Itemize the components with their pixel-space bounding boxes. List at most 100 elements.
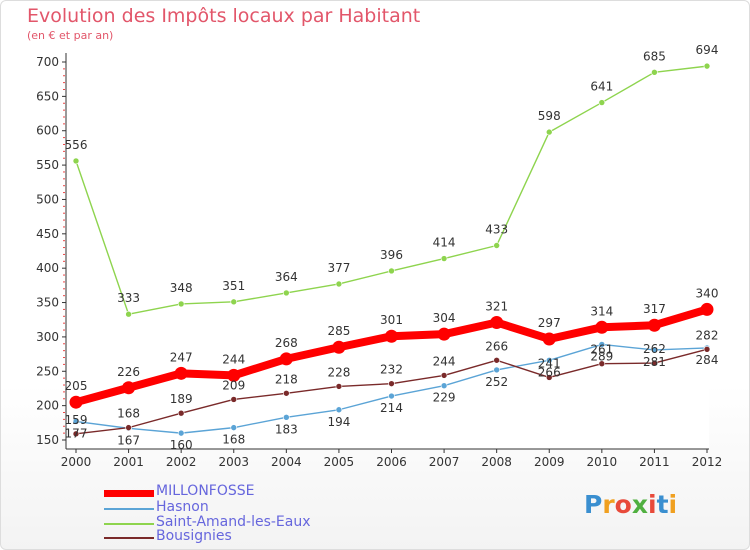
data-point — [545, 128, 553, 136]
data-label: 333 — [117, 291, 140, 305]
legend-swatch — [104, 508, 154, 510]
data-point — [72, 430, 80, 438]
data-label: 209 — [222, 378, 245, 392]
data-label: 285 — [327, 324, 350, 338]
data-label: 189 — [170, 392, 193, 406]
data-point — [230, 396, 238, 403]
data-label: 289 — [590, 349, 613, 363]
data-point — [283, 414, 290, 421]
data-label: 317 — [643, 302, 666, 316]
data-label: 168 — [222, 433, 245, 447]
data-label: 244 — [222, 352, 245, 366]
data-point — [703, 345, 711, 353]
data-label: 247 — [170, 350, 193, 364]
y-tick-label: 200 — [36, 399, 59, 413]
data-label: 252 — [485, 375, 508, 389]
data-point — [72, 157, 80, 165]
legend-label: Hasnon — [156, 499, 209, 515]
data-point — [651, 359, 658, 367]
chart-title: Evolution des Impôts locaux par Habitant — [27, 5, 421, 27]
data-label: 284 — [696, 353, 719, 367]
data-point — [700, 302, 714, 316]
data-point — [598, 360, 606, 368]
logo-letter: t — [656, 490, 669, 519]
data-label: 167 — [117, 433, 140, 447]
data-point — [335, 383, 343, 390]
data-label: 314 — [590, 304, 613, 318]
data-label: 351 — [222, 279, 245, 293]
data-point — [388, 267, 395, 275]
y-tick-label: 250 — [36, 364, 59, 378]
data-label: 160 — [170, 438, 193, 452]
y-tick-label: 450 — [36, 227, 59, 241]
plot-area — [66, 53, 709, 449]
data-point — [493, 356, 500, 364]
x-tick-label: 2012 — [692, 455, 723, 469]
data-label: 301 — [380, 313, 403, 327]
data-label: 598 — [538, 109, 561, 123]
x-tick-label: 2006 — [376, 455, 407, 469]
data-label: 266 — [485, 339, 508, 353]
y-tick-label: 150 — [36, 433, 59, 447]
data-point — [651, 69, 658, 76]
data-point — [125, 424, 132, 431]
data-label: 218 — [275, 372, 298, 386]
y-tick-label: 600 — [36, 124, 59, 138]
data-point — [177, 409, 185, 417]
data-point — [385, 329, 398, 343]
data-point — [69, 395, 83, 409]
data-point — [177, 429, 185, 437]
x-tick-label: 2010 — [587, 455, 618, 469]
data-label: 304 — [433, 311, 456, 325]
data-point — [177, 300, 185, 308]
y-tick-label: 500 — [36, 192, 59, 206]
data-point — [388, 380, 395, 387]
data-label: 226 — [117, 365, 140, 379]
x-tick-label: 2009 — [534, 455, 565, 469]
data-point — [490, 315, 504, 329]
data-point — [230, 298, 238, 306]
x-tick-label: 2005 — [324, 455, 355, 469]
data-label: 377 — [327, 261, 350, 275]
data-label: 414 — [433, 236, 456, 250]
data-label: 229 — [433, 391, 456, 405]
data-point — [595, 320, 609, 334]
data-label: 177 — [65, 426, 88, 440]
x-tick-label: 2000 — [61, 455, 92, 469]
logo-letter: i — [668, 490, 678, 519]
data-point — [283, 389, 290, 397]
data-point — [493, 242, 500, 249]
x-tick-label: 2003 — [218, 455, 249, 469]
logo-letter: x — [631, 490, 648, 519]
logo-letter: P — [584, 490, 603, 519]
x-tick-label: 2008 — [481, 455, 512, 469]
data-point — [493, 366, 500, 374]
data-point — [279, 352, 293, 366]
data-point — [72, 418, 80, 425]
y-tick-label: 550 — [36, 158, 59, 172]
data-label: 228 — [327, 365, 350, 379]
logo-letter: i — [648, 490, 657, 519]
data-point — [388, 392, 395, 400]
data-point — [174, 366, 188, 380]
x-tick-label: 2011 — [639, 455, 670, 469]
legend-swatch — [104, 490, 154, 497]
legend-label: Bousignies — [156, 528, 232, 544]
legend-swatch — [104, 537, 154, 539]
data-label: 641 — [590, 80, 613, 94]
data-point — [335, 280, 343, 288]
data-label: 281 — [643, 355, 666, 369]
data-label: 159 — [65, 413, 88, 427]
data-label: 262 — [643, 342, 666, 356]
data-label: 205 — [65, 379, 88, 393]
data-label: 348 — [170, 281, 193, 295]
data-label: 244 — [433, 354, 456, 368]
data-label: 556 — [65, 138, 88, 152]
logo-letter: r — [602, 490, 615, 519]
data-label: 321 — [485, 299, 508, 313]
x-tick-label: 2004 — [271, 455, 302, 469]
data-label: 364 — [275, 270, 298, 284]
data-point — [125, 310, 132, 318]
